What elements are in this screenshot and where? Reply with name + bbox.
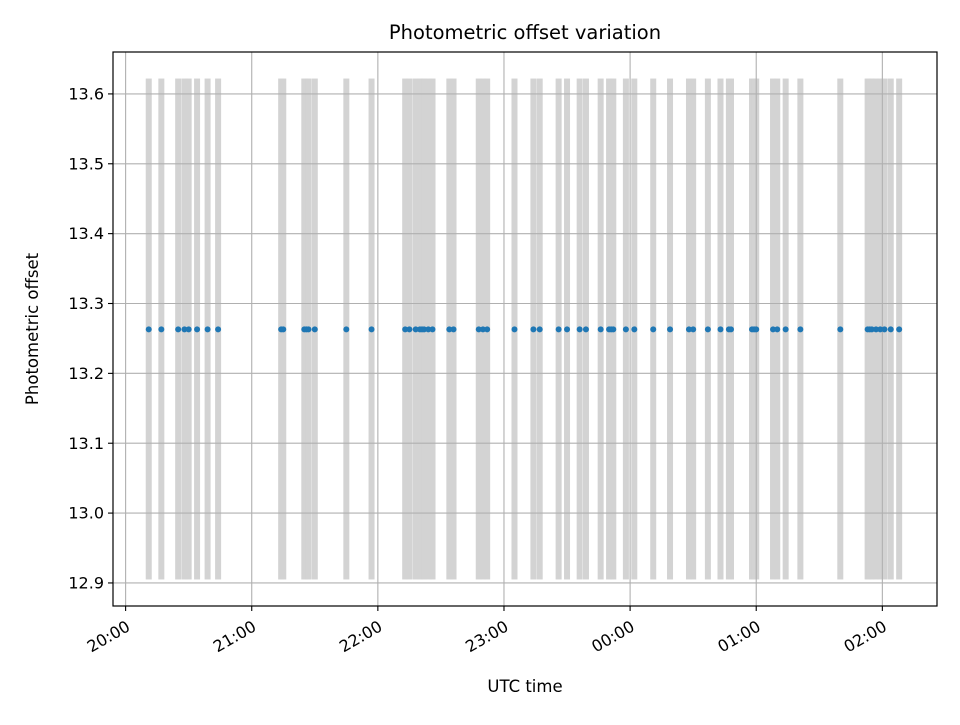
y-tick-label: 13.6 [68, 85, 104, 104]
offset-point [343, 326, 350, 333]
offset-point [484, 326, 491, 333]
offset-point [610, 326, 617, 333]
offset-point [406, 326, 413, 333]
offset-point [622, 326, 629, 333]
plot-frame [112, 51, 938, 607]
offset-point [650, 326, 657, 333]
offset-point [877, 326, 884, 333]
offset-point [685, 326, 692, 333]
offset-point [631, 326, 638, 333]
offset-point [873, 326, 880, 333]
offset-point [704, 326, 711, 333]
offset-point [158, 326, 165, 333]
offset-point [690, 326, 697, 333]
offset-point [536, 326, 543, 333]
y-axis: 12.9 13.0 13.1 13.2 13.3 13.4 13.5 13.6 [68, 85, 113, 593]
offset-point [421, 326, 428, 333]
y-tick-label: 13.1 [68, 434, 104, 453]
offset-point [597, 326, 604, 333]
y-tick-label: 12.9 [68, 574, 104, 593]
y-tick-label: 13.3 [68, 294, 104, 313]
offset-point [797, 326, 804, 333]
offset-point [881, 326, 888, 333]
offset-point [667, 326, 674, 333]
offset-point [194, 326, 201, 333]
y-tick-label: 13.4 [68, 224, 104, 243]
offset-point [511, 326, 518, 333]
offset-point [446, 326, 453, 333]
offset-point [425, 326, 432, 333]
chart-title: Photometric offset variation [389, 21, 661, 44]
offset-point [185, 326, 192, 333]
offset-point [280, 326, 287, 333]
offset-point [204, 326, 211, 333]
offset-point [450, 326, 457, 333]
offset-point [429, 326, 436, 333]
offset-point [782, 326, 789, 333]
offset-point [368, 326, 375, 333]
offset-point [717, 326, 724, 333]
offset-point [402, 326, 409, 333]
offset-point [564, 326, 571, 333]
offset-point [896, 326, 903, 333]
offset-point [475, 326, 482, 333]
offset-point [311, 326, 318, 333]
x-axis-label: UTC time [487, 677, 562, 696]
offset-point [728, 326, 734, 333]
offset-point [181, 326, 188, 333]
y-axis-label: Photometric offset [23, 252, 42, 405]
offset-point [479, 326, 486, 333]
offset-point [576, 326, 583, 333]
offset-point [582, 326, 589, 333]
offset-point [305, 326, 312, 333]
offset-point [145, 326, 152, 333]
offset-point [412, 326, 419, 333]
offset-point [215, 326, 222, 333]
offset-point [753, 326, 760, 333]
offset-points [145, 326, 903, 333]
offset-point [887, 326, 894, 333]
offset-point [774, 326, 781, 333]
offset-point [868, 326, 875, 333]
offset-point [770, 326, 777, 333]
offset-point [837, 326, 844, 333]
offset-point [555, 326, 562, 333]
offset-point [530, 326, 537, 333]
y-tick-label: 13.2 [68, 364, 104, 383]
y-tick-label: 13.0 [68, 504, 104, 523]
y-tick-label: 13.5 [68, 154, 104, 173]
offset-point [175, 326, 182, 333]
